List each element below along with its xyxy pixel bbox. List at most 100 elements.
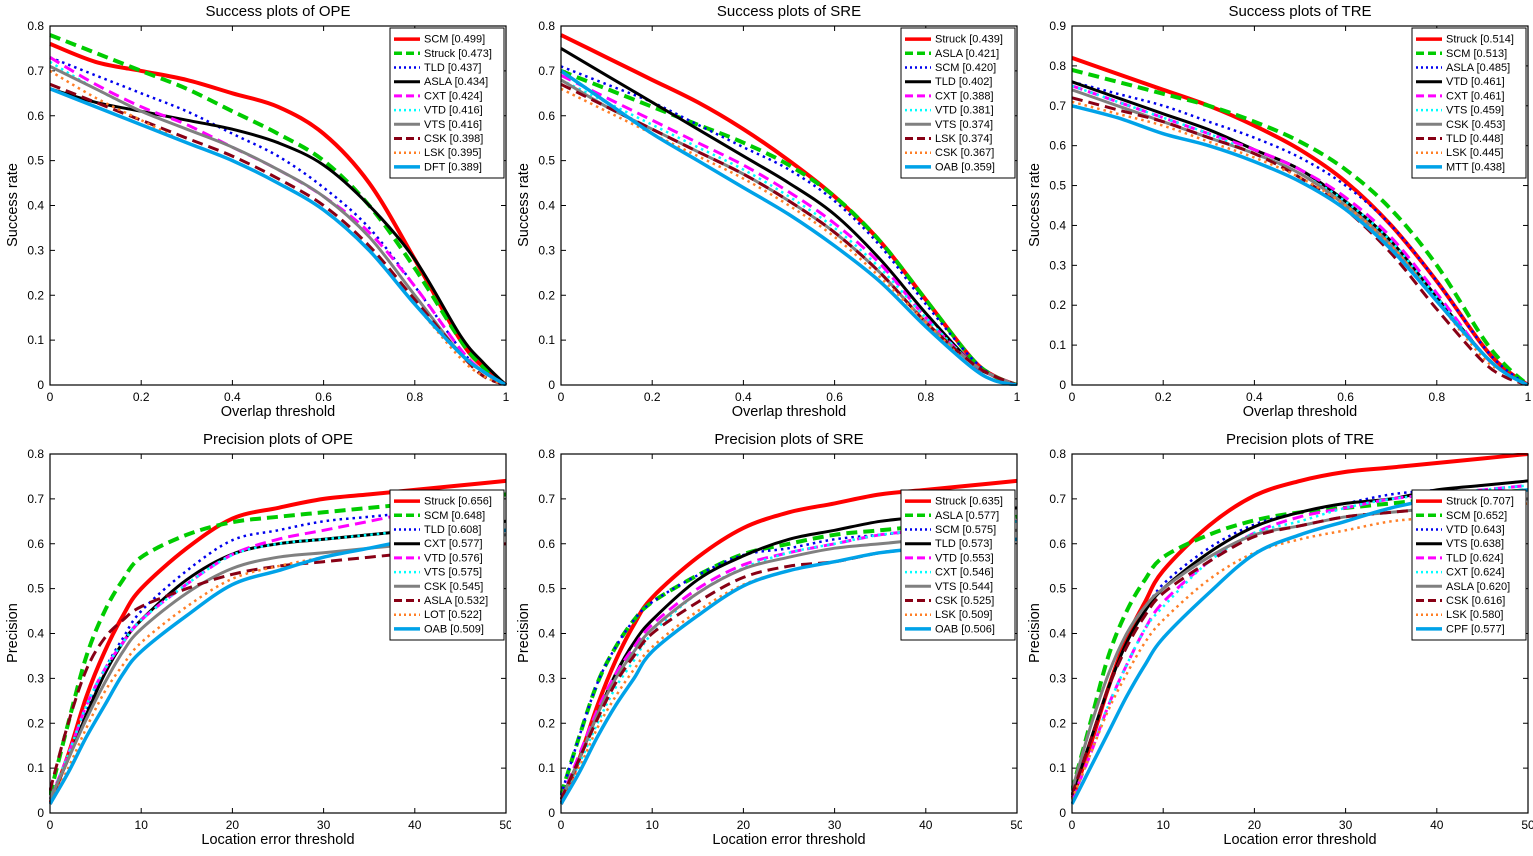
y-tick-label: 0.4 (538, 199, 555, 213)
legend-label-vtd: VTD [0.643] (1446, 524, 1505, 536)
x-tick-label: 1 (503, 390, 510, 404)
legend-label-struck: Struck [0.473] (424, 48, 492, 60)
legend-label-asla: ASLA [0.577] (935, 510, 999, 522)
legend-label-vts: VTS [0.575] (424, 567, 482, 579)
y-tick-label: 0.8 (1049, 59, 1066, 73)
x-tick-label: 0.2 (133, 390, 150, 404)
x-tick-label: 0.2 (1155, 390, 1172, 404)
x-axis-label: Location error threshold (201, 832, 355, 848)
legend-label-csk: CSK [0.398] (424, 133, 483, 145)
y-tick-label: 0.8 (538, 19, 555, 33)
legend-label-oab: OAB [0.509] (424, 623, 484, 635)
y-tick-label: 0.2 (1049, 298, 1066, 312)
legend-label-vtd: VTD [0.381] (935, 105, 994, 117)
curves-group (560, 33, 1018, 386)
x-tick-label: 1 (1525, 390, 1532, 404)
y-tick-label: 0.1 (538, 333, 555, 347)
chart-title: Success plots of TRE (1228, 3, 1372, 20)
x-tick-label: 40 (919, 818, 933, 832)
legend-label-vts: VTS [0.374] (935, 119, 993, 131)
plot-canvas-success-sre: 0 0.2 0.4 0.6 0.8 1 0 0.1 0.2 0.3 0.4 0.5 0.6 0.7 0.8 S… (538, 19, 1021, 404)
curve-asla (1071, 80, 1529, 386)
axes-box (560, 25, 1018, 386)
x-tick-label: 10 (646, 818, 660, 832)
legend-label-vtd: VTD [0.461] (1446, 76, 1505, 88)
y-tick-label: 0.7 (27, 64, 44, 78)
curves-group (49, 33, 507, 386)
y-tick-label: 0 (548, 378, 555, 392)
y-axis-label: Precision (5, 603, 21, 663)
legend-label-struck: Struck [0.514] (1446, 34, 1514, 46)
x-tick-label: 0.8 (1428, 390, 1445, 404)
chart-title: Precision plots of TRE (1225, 431, 1375, 448)
legend-label-cxt: CXT [0.424] (424, 90, 483, 102)
plot-canvas-precision-sre: 0 10 20 30 40 50 0 0.1 0.2 0.3 0.4 0.5 0.6 0.7 0.8 Stru… (538, 447, 1022, 832)
y-tick-label: 0.9 (1049, 19, 1066, 33)
legend-label-lot: LOT [0.522] (424, 609, 482, 621)
y-tick-label: 0 (1059, 806, 1066, 820)
y-tick-label: 0.6 (27, 537, 44, 551)
y-tick-label: 0.5 (27, 154, 44, 168)
y-tick-label: 0.4 (1049, 218, 1066, 232)
y-tick-label: 0.3 (538, 243, 555, 257)
legend-label-tld: TLD [0.608] (424, 524, 481, 536)
curve-struck (49, 33, 507, 386)
legend-label-scm: SCM [0.652] (1446, 510, 1507, 522)
x-tick-label: 0.6 (826, 390, 843, 404)
x-tick-label: 40 (408, 818, 422, 832)
legend-label-oab: OAB [0.359] (935, 161, 995, 173)
legend-label-vts: VTS [0.416] (424, 119, 482, 131)
plot-canvas-success-ope: 0 0.2 0.4 0.6 0.8 1 0 0.1 0.2 0.3 0.4 0.5 0.6 0.7 0.8 S… (27, 19, 510, 404)
legend-label-dft: DFT [0.389] (424, 161, 482, 173)
chart-title: Precision plots of OPE (202, 431, 354, 448)
curve-cxt (49, 56, 507, 386)
legend-label-csk: CSK [0.525] (935, 595, 994, 607)
curve-vtd (560, 78, 1018, 386)
x-tick-label: 0.4 (224, 390, 241, 404)
legend-label-asla: ASLA [0.421] (935, 48, 999, 60)
y-tick-label: 0.6 (1049, 537, 1066, 551)
x-tick-label: 50 (1521, 818, 1533, 832)
legend-label-cxt: CXT [0.546] (935, 567, 994, 579)
y-tick-label: 0.3 (1049, 671, 1066, 685)
y-tick-label: 0.5 (27, 582, 44, 596)
x-tick-label: 0 (1069, 390, 1076, 404)
y-axis-label: Success rate (1027, 163, 1043, 247)
x-tick-label: 30 (317, 818, 331, 832)
x-tick-label: 1 (1014, 390, 1021, 404)
x-tick-label: 10 (135, 818, 149, 832)
x-axis-label: Overlap threshold (220, 404, 336, 420)
legend-label-cxt: CXT [0.577] (424, 538, 483, 550)
x-tick-label: 0.4 (1246, 390, 1263, 404)
curve-dft (49, 87, 507, 386)
curve-cxt (560, 74, 1018, 386)
y-tick-label: 0.7 (27, 492, 44, 506)
legend-label-vts: VTS [0.459] (1446, 105, 1504, 117)
legend-label-csk: CSK [0.453] (1446, 119, 1505, 131)
y-tick-label: 0.7 (1049, 492, 1066, 506)
y-tick-label: 0.8 (27, 19, 44, 33)
legend-label-vts: VTS [0.638] (1446, 538, 1504, 550)
y-tick-label: 0.7 (1049, 99, 1066, 113)
y-tick-label: 0.2 (538, 288, 555, 302)
legend-label-scm: SCM [0.575] (935, 524, 996, 536)
curve-asla (49, 542, 507, 791)
plot-canvas-precision-tre: 0 10 20 30 40 50 0 0.1 0.2 0.3 0.4 0.5 0.6 0.7 0.8 Stru… (1049, 447, 1533, 832)
y-tick-label: 0.2 (27, 288, 44, 302)
legend-label-tld: TLD [0.448] (1446, 133, 1503, 145)
y-tick-label: 0.5 (1049, 179, 1066, 193)
y-tick-label: 0.4 (27, 627, 44, 641)
y-tick-label: 0.8 (27, 447, 44, 461)
x-tick-label: 0 (558, 390, 565, 404)
y-tick-label: 0.4 (27, 199, 44, 213)
y-tick-label: 0.7 (538, 492, 555, 506)
legend-label-lsk: LSK [0.445] (1446, 147, 1504, 159)
legend-label-vtd: VTD [0.416] (424, 105, 483, 117)
y-tick-label: 0.3 (27, 671, 44, 685)
curve-lsk (1071, 100, 1529, 386)
chart-precision-tre: 0 10 20 30 40 50 0 0.1 0.2 0.3 0.4 0.5 0.6 0.7 0.8 Stru… (1022, 428, 1533, 856)
x-axis-label: Location error threshold (1223, 832, 1377, 848)
legend-label-csk: CSK [0.367] (935, 147, 994, 159)
x-axis-label: Location error threshold (712, 832, 866, 848)
